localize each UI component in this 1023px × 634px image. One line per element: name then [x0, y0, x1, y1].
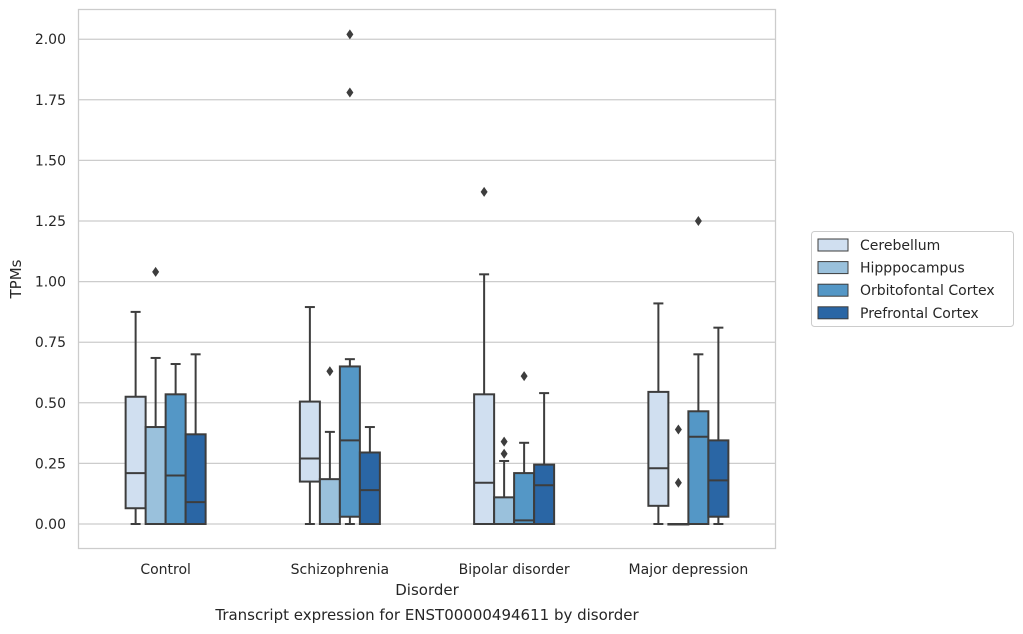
- legend-swatch: [817, 261, 849, 275]
- y-axis-label: TPMs: [7, 259, 25, 299]
- box-1-0: [144, 266, 167, 526]
- box-0-3: [647, 302, 670, 525]
- outlier-point: [694, 216, 702, 226]
- box-body: [473, 393, 496, 526]
- y-tick-label: 0.75: [35, 335, 66, 351]
- box-body: [124, 395, 147, 510]
- legend-frame: [811, 231, 1014, 327]
- box-body: [164, 393, 187, 526]
- box-0-2: [473, 186, 496, 526]
- boxes: [124, 29, 730, 526]
- y-tick-label: 0.50: [35, 396, 66, 412]
- box-1-3: [667, 424, 690, 526]
- y-tick-label: 0.25: [35, 456, 66, 472]
- box-3-3: [707, 326, 730, 525]
- y-tick-label: 1.50: [35, 153, 66, 169]
- box-3-1: [358, 426, 381, 526]
- box-body: [144, 426, 167, 526]
- box-2-3: [687, 216, 710, 525]
- box-3-0: [184, 353, 207, 526]
- legend-label: Orbitofontal Cortex: [860, 283, 995, 299]
- y-tick-label: 0.00: [35, 517, 66, 533]
- x-tick-label: Control: [140, 562, 191, 578]
- box-body: [493, 496, 516, 525]
- outlier-point: [674, 477, 682, 488]
- box-body: [338, 365, 361, 518]
- legend-label: Cerebellum: [860, 238, 940, 254]
- x-tick-labels: Control Schizophrenia Bipolar disorder Majo…: [140, 562, 748, 578]
- x-tick-label: Major depression: [629, 562, 749, 578]
- box-body: [707, 439, 730, 518]
- chart-caption: Transcript expression for ENST0000049461…: [215, 606, 639, 624]
- outlier-point: [500, 448, 508, 459]
- y-tick-label: 2.00: [35, 32, 66, 48]
- legend-swatch: [817, 238, 849, 252]
- x-axis-label: Disorder: [395, 581, 459, 599]
- legend-label: Hipppocampus: [860, 261, 965, 277]
- x-tick-label: Schizophrenia: [291, 562, 389, 578]
- y-tick-label: 1.25: [35, 214, 66, 230]
- outlier-point: [346, 29, 354, 40]
- box-body: [513, 472, 536, 526]
- y-tick-label: 1.00: [35, 275, 66, 291]
- box-body: [184, 433, 207, 526]
- outlier-point: [674, 424, 682, 435]
- outlier-point: [326, 366, 334, 377]
- box-body: [298, 400, 321, 483]
- y-tick-labels: 0.00 0.25 0.50 0.75 1.00 1.25 1.50 1.75 2.00: [35, 32, 66, 533]
- box-body: [687, 410, 710, 525]
- box-body: [318, 478, 341, 526]
- legend-swatch: [817, 283, 849, 297]
- plot-frame: [77, 8, 777, 550]
- box-3-2: [533, 392, 556, 525]
- outlier-point: [480, 186, 488, 197]
- box-1-2: [493, 436, 516, 525]
- legend-label: Prefrontal Cortex: [860, 306, 979, 322]
- box-0-1: [298, 306, 321, 525]
- box-body: [358, 451, 381, 526]
- box-body: [647, 390, 670, 507]
- box-2-1: [338, 29, 361, 525]
- legend-swatch: [817, 306, 849, 320]
- box-0-0: [124, 310, 147, 525]
- y-tick-label: 1.75: [35, 93, 66, 109]
- outlier-point: [520, 371, 528, 382]
- box-2-0: [164, 363, 187, 526]
- outlier-point: [152, 266, 160, 277]
- legend: Cerebellum Hipppocampus Orbitofontal Corte…: [811, 231, 1014, 327]
- outlier-point: [346, 87, 354, 98]
- outlier-point: [500, 436, 508, 447]
- x-tick-label: Bipolar disorder: [459, 562, 570, 578]
- box-body: [533, 463, 556, 525]
- box-1-1: [318, 366, 341, 526]
- box-2-2: [513, 371, 536, 526]
